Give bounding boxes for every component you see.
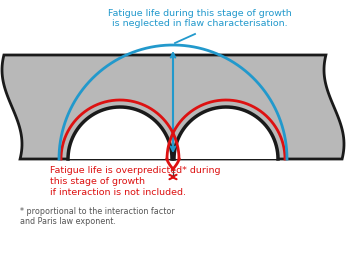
Text: * proportional to the interaction factor
and Paris law exponent.: * proportional to the interaction factor… bbox=[20, 207, 175, 226]
Text: Fatigue life during this stage of growth: Fatigue life during this stage of growth bbox=[108, 9, 292, 19]
Text: is neglected in flaw characterisation.: is neglected in flaw characterisation. bbox=[112, 19, 288, 29]
Polygon shape bbox=[68, 107, 172, 159]
Text: this stage of growth: this stage of growth bbox=[50, 177, 145, 186]
Text: Fatigue life is overpredicted* during: Fatigue life is overpredicted* during bbox=[50, 166, 220, 175]
Text: if interaction is not included.: if interaction is not included. bbox=[50, 188, 186, 197]
Polygon shape bbox=[2, 55, 344, 159]
Polygon shape bbox=[174, 107, 278, 159]
